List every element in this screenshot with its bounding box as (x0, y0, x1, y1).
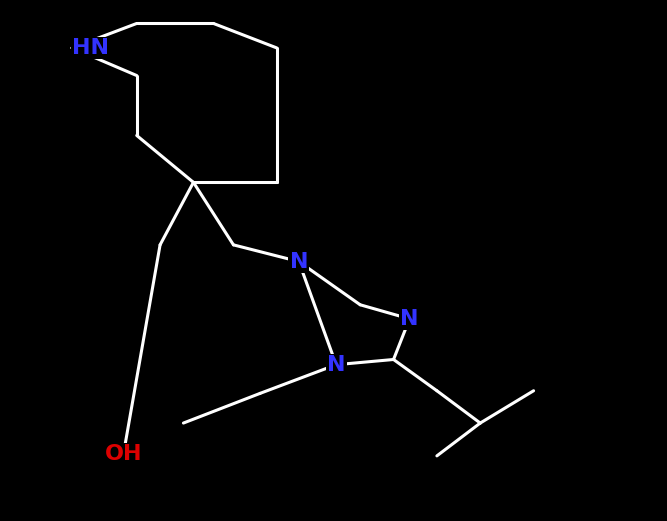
Text: OH: OH (105, 444, 142, 464)
Text: HN: HN (72, 38, 109, 58)
Text: N: N (289, 252, 308, 271)
Text: N: N (327, 355, 346, 375)
Text: N: N (400, 309, 419, 329)
